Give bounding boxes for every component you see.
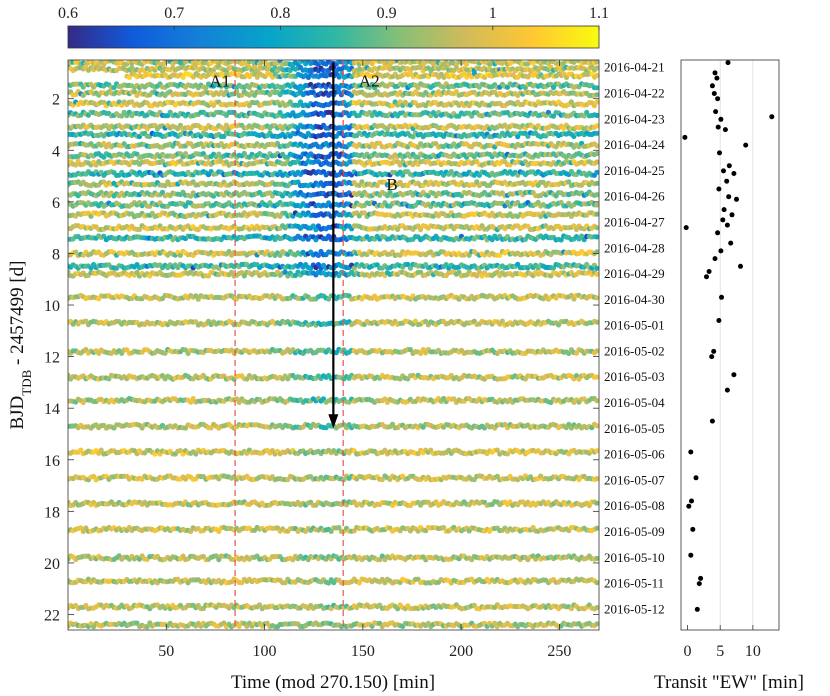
observation-band: [68, 64, 599, 74]
band-dot: [594, 85, 599, 91]
colorbar-tick-label: 0.7: [164, 5, 184, 22]
band-dot: [221, 126, 227, 132]
observation-band: [68, 89, 599, 99]
band-dot: [594, 123, 599, 129]
main-panel: A1 A2B 50 100 150 200 250 246810121416182022 …: [7, 59, 600, 693]
band-dot: [131, 89, 137, 95]
band-dot: [223, 122, 229, 128]
band-dot: [594, 99, 599, 105]
observation-band: [68, 81, 599, 91]
colorbar: 0.6 0.7 0.8 0.9 1 1.1: [58, 5, 609, 49]
band-dot: [594, 112, 599, 118]
band-dot: [594, 72, 599, 78]
colorbar-tick-label: 0.9: [377, 5, 397, 22]
band-dot: [594, 60, 599, 65]
band-dot: [415, 85, 421, 91]
band-dot: [389, 103, 396, 109]
colorbar-bar: [67, 25, 600, 49]
colorbar-ticks: 0.6 0.7 0.8 0.9 1 1.1: [58, 5, 609, 30]
band-dot: [180, 74, 186, 80]
band-dot: [453, 89, 459, 95]
band-dot: [111, 85, 117, 91]
band-dot: [591, 103, 598, 109]
observation-bands: [68, 60, 599, 630]
colorbar-tick-label: 0.8: [270, 5, 290, 22]
band-dot: [561, 71, 567, 77]
band-dot: [119, 113, 125, 119]
observation-band: [68, 122, 599, 132]
observation-band: [68, 130, 599, 140]
colorbar-tick-label: 0.6: [58, 5, 78, 22]
band-dot: [251, 64, 258, 70]
observation-band: [68, 109, 599, 119]
observation-band: [124, 70, 599, 81]
band-dot: [594, 65, 599, 71]
band-dot: [568, 99, 575, 105]
colorbar-tick-label: 1.1: [589, 5, 609, 22]
band-dot: [464, 61, 470, 67]
observation-band: [68, 99, 599, 109]
band-dot: [126, 74, 133, 80]
colorbar-tick-label: 1: [489, 5, 497, 22]
observation-band: [68, 60, 599, 68]
band-dot: [594, 92, 599, 98]
